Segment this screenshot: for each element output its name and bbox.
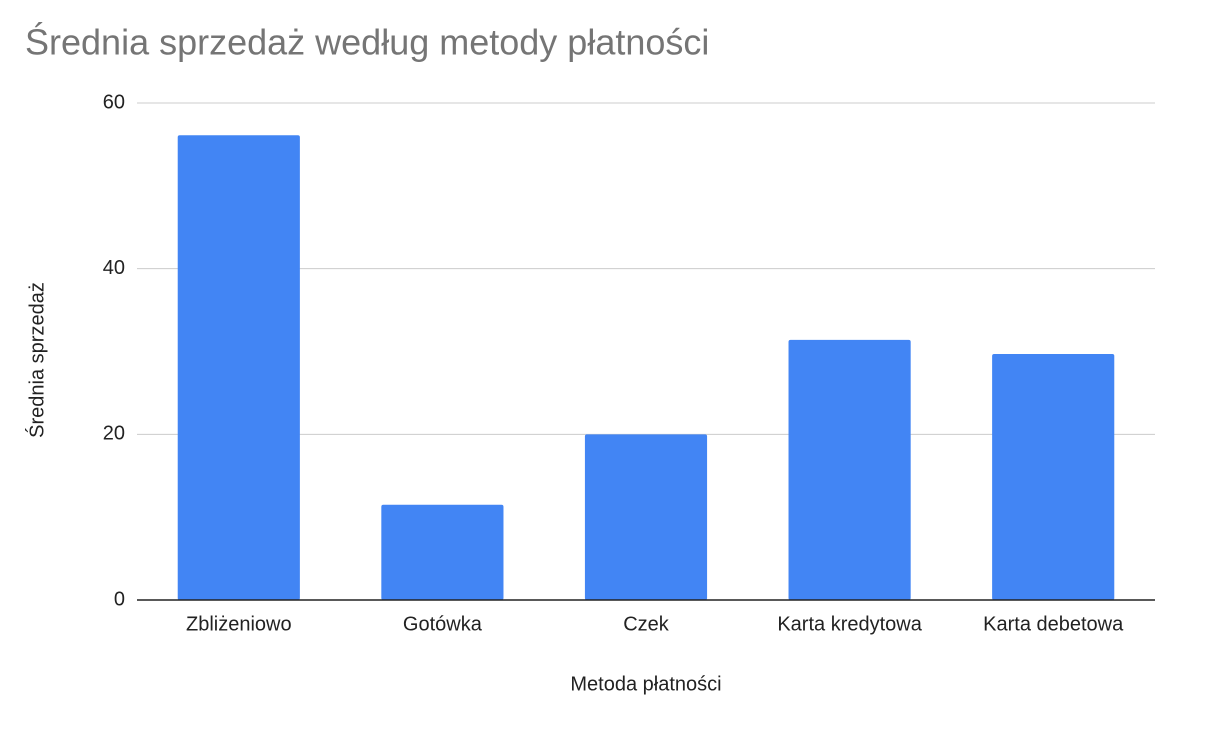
y-axis-label: Średnia sprzedaż	[24, 282, 48, 438]
x-tick-label: Karta debetowa	[983, 613, 1124, 635]
x-tick-label: Czek	[623, 613, 670, 635]
bar	[584, 434, 708, 600]
x-tick-label: Karta kredytowa	[777, 613, 922, 635]
x-tick-label: Gotówka	[403, 613, 483, 635]
y-tick-label: 60	[103, 91, 125, 113]
chart-title: Średnia sprzedaż według metody płatności	[25, 21, 709, 63]
y-tick-label: 0	[114, 588, 125, 610]
y-tick-label: 20	[103, 423, 125, 445]
bar	[177, 135, 300, 600]
y-tick-label: 40	[103, 257, 125, 279]
x-tick-label: Zbliżeniowo	[186, 613, 292, 635]
x-axis-label: Metoda płatności	[570, 673, 721, 695]
bar	[788, 339, 911, 600]
bar	[381, 504, 504, 600]
bar	[992, 353, 1115, 600]
